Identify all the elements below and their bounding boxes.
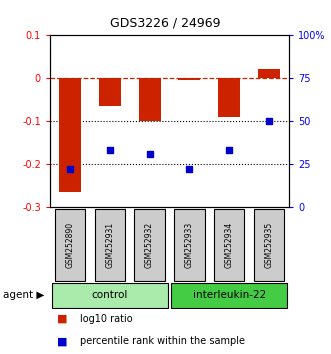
Text: GDS3226 / 24969: GDS3226 / 24969 [110,17,221,30]
Bar [258,69,280,78]
Bar [174,209,205,280]
Text: percentile rank within the sample: percentile rank within the sample [80,336,245,347]
Text: ■: ■ [57,336,71,347]
Bar [214,209,244,280]
Text: GSM252933: GSM252933 [185,221,194,268]
Bar [171,283,287,308]
Text: GSM252931: GSM252931 [105,222,114,268]
Bar [218,78,240,117]
Text: log10 ratio: log10 ratio [80,314,132,324]
Bar [134,209,165,280]
Text: interleukin-22: interleukin-22 [193,291,266,301]
Text: GSM252935: GSM252935 [264,221,274,268]
Bar [59,78,81,192]
Bar [55,209,85,280]
Bar [139,78,161,121]
Bar [95,209,125,280]
Text: GSM252890: GSM252890 [66,222,74,268]
Text: GSM252932: GSM252932 [145,222,154,268]
Bar [254,209,284,280]
Bar [99,78,121,106]
Bar [178,78,200,80]
Bar [52,283,167,308]
Text: GSM252934: GSM252934 [225,221,234,268]
Text: ■: ■ [57,314,71,324]
Text: agent ▶: agent ▶ [3,291,45,301]
Text: control: control [92,291,128,301]
